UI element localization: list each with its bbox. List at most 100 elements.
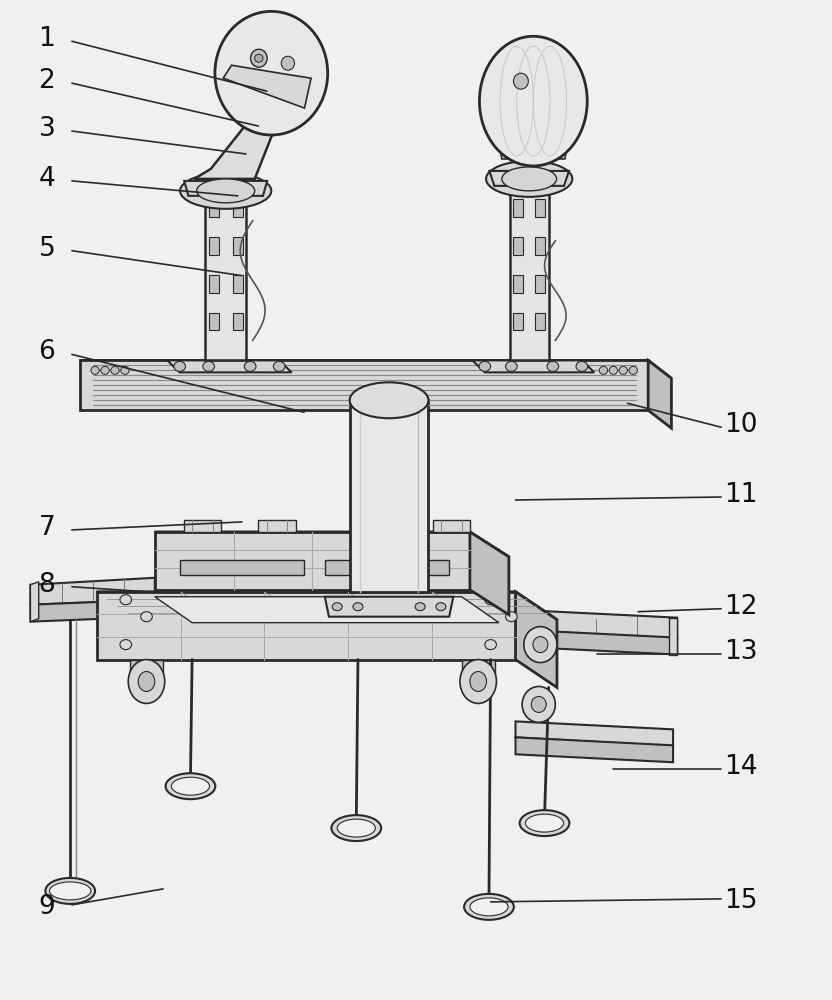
Text: 14: 14 bbox=[725, 754, 758, 780]
Ellipse shape bbox=[619, 366, 627, 374]
Ellipse shape bbox=[522, 686, 555, 722]
Ellipse shape bbox=[485, 640, 497, 650]
Ellipse shape bbox=[470, 898, 508, 916]
Bar bbox=[513, 275, 523, 293]
Bar bbox=[233, 313, 243, 330]
Bar bbox=[233, 199, 243, 217]
Ellipse shape bbox=[479, 361, 491, 371]
Bar bbox=[513, 313, 523, 330]
Polygon shape bbox=[516, 737, 673, 762]
Ellipse shape bbox=[599, 366, 607, 374]
Ellipse shape bbox=[349, 382, 428, 418]
Ellipse shape bbox=[111, 366, 119, 374]
Ellipse shape bbox=[479, 36, 587, 166]
Polygon shape bbox=[462, 660, 495, 681]
Polygon shape bbox=[259, 520, 295, 532]
Polygon shape bbox=[648, 360, 671, 428]
Polygon shape bbox=[324, 560, 449, 575]
Ellipse shape bbox=[547, 361, 558, 371]
Ellipse shape bbox=[174, 361, 186, 371]
Polygon shape bbox=[194, 103, 280, 179]
Ellipse shape bbox=[415, 603, 425, 611]
Ellipse shape bbox=[502, 167, 557, 191]
Text: 8: 8 bbox=[38, 572, 56, 598]
Ellipse shape bbox=[255, 54, 263, 62]
Polygon shape bbox=[510, 191, 548, 360]
Polygon shape bbox=[358, 520, 395, 532]
Ellipse shape bbox=[203, 361, 215, 371]
Polygon shape bbox=[31, 578, 155, 605]
Polygon shape bbox=[184, 520, 221, 532]
Polygon shape bbox=[324, 597, 453, 617]
Ellipse shape bbox=[353, 603, 363, 611]
Polygon shape bbox=[433, 520, 470, 532]
Polygon shape bbox=[223, 65, 311, 108]
Ellipse shape bbox=[171, 777, 210, 795]
Text: 11: 11 bbox=[725, 482, 758, 508]
Polygon shape bbox=[80, 360, 671, 378]
Bar bbox=[233, 237, 243, 255]
Ellipse shape bbox=[533, 637, 547, 653]
Ellipse shape bbox=[45, 878, 95, 904]
Bar bbox=[536, 275, 545, 293]
Polygon shape bbox=[669, 618, 677, 655]
Ellipse shape bbox=[128, 660, 165, 703]
Bar bbox=[536, 199, 545, 217]
Ellipse shape bbox=[609, 366, 617, 374]
Bar bbox=[209, 275, 219, 293]
Ellipse shape bbox=[506, 361, 518, 371]
Ellipse shape bbox=[470, 672, 487, 691]
Ellipse shape bbox=[245, 361, 256, 371]
Ellipse shape bbox=[629, 366, 637, 374]
Ellipse shape bbox=[120, 595, 131, 605]
Text: 1: 1 bbox=[38, 26, 56, 52]
Polygon shape bbox=[349, 400, 428, 592]
Text: 5: 5 bbox=[38, 236, 56, 262]
Text: 12: 12 bbox=[725, 594, 758, 620]
Bar bbox=[209, 199, 219, 217]
Bar bbox=[513, 237, 523, 255]
Ellipse shape bbox=[506, 612, 518, 622]
Polygon shape bbox=[516, 610, 677, 640]
Ellipse shape bbox=[281, 56, 295, 70]
Polygon shape bbox=[155, 597, 499, 623]
Polygon shape bbox=[516, 630, 677, 655]
Ellipse shape bbox=[138, 672, 155, 691]
Text: 3: 3 bbox=[38, 116, 56, 142]
Ellipse shape bbox=[526, 814, 563, 832]
Text: 15: 15 bbox=[725, 888, 758, 914]
Polygon shape bbox=[473, 360, 594, 372]
Polygon shape bbox=[498, 141, 568, 159]
Polygon shape bbox=[470, 532, 509, 615]
Ellipse shape bbox=[524, 627, 557, 663]
Bar bbox=[536, 237, 545, 255]
Ellipse shape bbox=[485, 595, 497, 605]
Bar bbox=[536, 313, 545, 330]
Polygon shape bbox=[31, 582, 39, 622]
Ellipse shape bbox=[332, 603, 342, 611]
Ellipse shape bbox=[166, 773, 215, 799]
Ellipse shape bbox=[120, 640, 131, 650]
Ellipse shape bbox=[180, 173, 271, 209]
Polygon shape bbox=[184, 181, 267, 196]
Bar bbox=[233, 275, 243, 293]
Text: 4: 4 bbox=[38, 166, 56, 192]
Ellipse shape bbox=[436, 603, 446, 611]
Ellipse shape bbox=[121, 366, 129, 374]
Ellipse shape bbox=[101, 366, 109, 374]
Ellipse shape bbox=[513, 73, 528, 89]
Ellipse shape bbox=[196, 179, 255, 203]
Text: 10: 10 bbox=[725, 412, 758, 438]
Text: 13: 13 bbox=[725, 639, 758, 665]
Polygon shape bbox=[206, 201, 246, 360]
Text: 2: 2 bbox=[38, 68, 56, 94]
Ellipse shape bbox=[460, 660, 497, 703]
Polygon shape bbox=[155, 532, 509, 557]
Ellipse shape bbox=[532, 696, 546, 712]
Ellipse shape bbox=[91, 366, 99, 374]
Polygon shape bbox=[130, 660, 163, 681]
Polygon shape bbox=[97, 592, 516, 660]
Ellipse shape bbox=[464, 894, 514, 920]
Ellipse shape bbox=[486, 161, 572, 197]
Text: 7: 7 bbox=[38, 515, 56, 541]
